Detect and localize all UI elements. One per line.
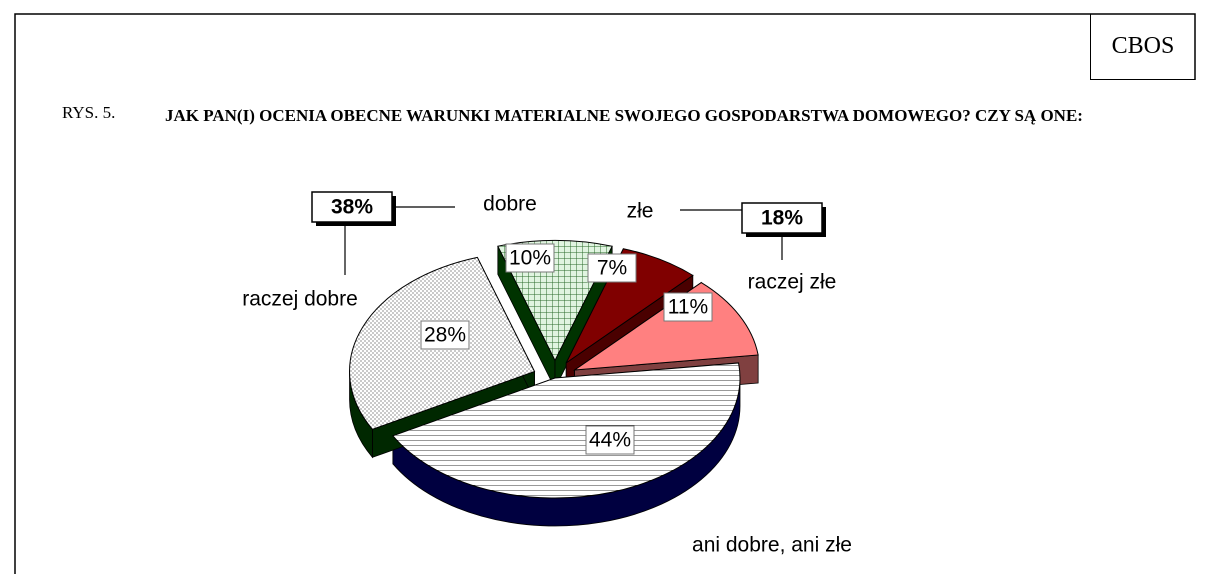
value-label-box (505, 243, 555, 273)
brand: CBOS (1090, 14, 1195, 80)
figure-number: RYS. 5. (62, 103, 116, 122)
value-label: 10% (509, 247, 551, 270)
group-box (311, 191, 393, 223)
frame (14, 13, 1196, 574)
category-label: raczej dobre (242, 288, 358, 311)
value-label: 7% (597, 257, 627, 280)
slice (565, 248, 694, 364)
value-label-box (587, 253, 637, 283)
category-label: ani dobre, ani złe (692, 534, 852, 557)
value-label-box (663, 292, 713, 322)
category-label: złe (627, 200, 654, 223)
group-label: 38% (331, 196, 373, 219)
callout-line (344, 206, 455, 275)
slice (392, 362, 741, 499)
value-label-box (420, 320, 470, 350)
value-label-box (585, 425, 635, 455)
category-label: dobre (483, 193, 537, 216)
chart-title: JAK PAN(I) OCENIA OBECNE WARUNKI MATERIA… (165, 106, 1083, 125)
value-label: 44% (589, 429, 631, 452)
group-label: 18% (761, 207, 803, 230)
value-label: 11% (668, 296, 708, 319)
category-label: raczej złe (748, 271, 837, 294)
value-label: 28% (424, 324, 466, 347)
group-box (741, 202, 823, 234)
